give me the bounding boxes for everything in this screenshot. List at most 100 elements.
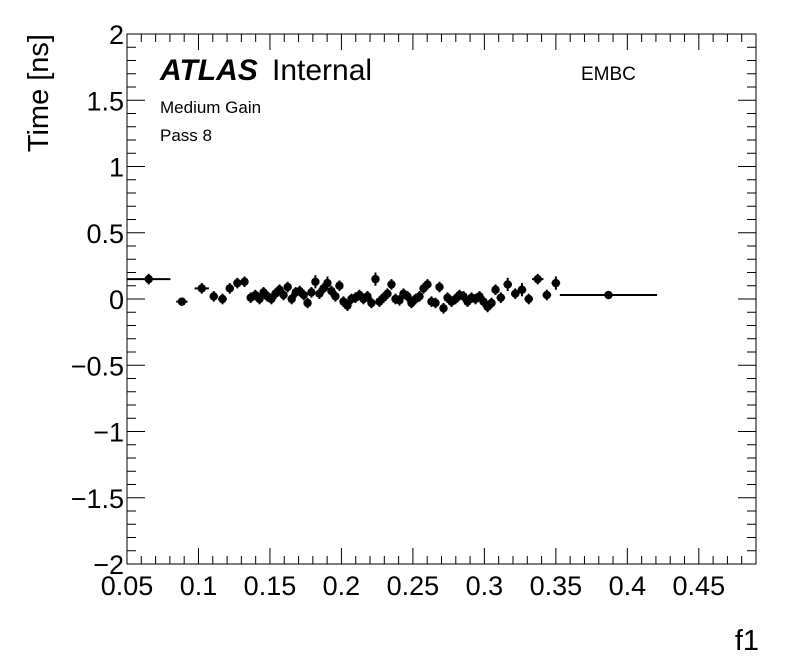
data-point xyxy=(194,283,209,294)
atlas-status-label: Internal xyxy=(272,54,372,87)
data-point xyxy=(383,288,392,299)
y-tick-label: −0.5 xyxy=(71,351,124,381)
point-marker xyxy=(335,281,344,290)
point-marker xyxy=(431,298,440,308)
point-marker xyxy=(279,290,288,300)
point-marker xyxy=(503,280,512,289)
data-point xyxy=(415,291,424,302)
gain-label: Medium Gain xyxy=(160,98,261,117)
y-tick-label: 1.5 xyxy=(86,86,124,116)
data-point xyxy=(218,293,227,305)
y-tick-label: 0.5 xyxy=(86,219,124,249)
point-marker xyxy=(233,278,242,288)
point-marker xyxy=(491,285,500,294)
data-point xyxy=(559,290,658,300)
data-point xyxy=(255,293,264,305)
data-point xyxy=(323,276,332,290)
data-point xyxy=(423,279,432,290)
x-tick-label: 0.05 xyxy=(101,571,154,601)
x-tick-label: 0.15 xyxy=(244,571,297,601)
data-point xyxy=(127,273,171,285)
point-marker xyxy=(439,304,448,313)
data-point xyxy=(363,291,372,302)
point-marker xyxy=(496,293,506,302)
data-point xyxy=(517,283,527,297)
x-tick-label: 0.45 xyxy=(673,571,726,601)
x-tick-label: 0.2 xyxy=(323,571,361,601)
x-tick-label: 0.4 xyxy=(609,571,647,601)
data-point xyxy=(307,287,316,298)
point-marker xyxy=(395,296,404,305)
data-point xyxy=(491,284,500,296)
data-point xyxy=(403,291,412,302)
data-point xyxy=(431,297,440,309)
y-tick-label: −2 xyxy=(93,550,124,580)
data-point xyxy=(503,277,512,292)
point-marker xyxy=(415,292,424,301)
data-point xyxy=(551,276,561,290)
data-point xyxy=(439,302,448,314)
tick-marks xyxy=(126,33,757,565)
point-marker xyxy=(511,289,520,298)
point-marker xyxy=(343,301,352,310)
data-point xyxy=(303,297,312,309)
y-tick-label: 2 xyxy=(109,20,124,50)
point-marker xyxy=(371,274,380,284)
point-marker xyxy=(363,292,372,301)
x-tick-label: 0.1 xyxy=(180,571,218,601)
point-marker xyxy=(299,290,308,300)
point-marker xyxy=(218,294,227,304)
point-marker xyxy=(487,298,496,308)
x-tick-label: 0.35 xyxy=(530,571,583,601)
data-point xyxy=(225,283,235,294)
data-point xyxy=(371,272,380,286)
data-points xyxy=(127,272,658,314)
pass-label: Pass 8 xyxy=(160,126,212,145)
data-point xyxy=(531,273,544,285)
data-point xyxy=(299,289,308,301)
data-point xyxy=(335,280,344,292)
point-marker xyxy=(383,289,392,298)
point-marker xyxy=(240,277,249,286)
point-marker xyxy=(542,290,552,300)
point-marker xyxy=(367,298,376,308)
point-marker xyxy=(144,274,153,284)
data-point xyxy=(387,279,396,290)
point-marker xyxy=(209,292,218,301)
data-point xyxy=(283,281,292,293)
point-marker xyxy=(423,280,432,289)
point-marker xyxy=(533,274,542,284)
data-point xyxy=(487,297,496,309)
point-marker xyxy=(225,284,234,293)
y-tick-label: 0 xyxy=(109,285,124,315)
data-point xyxy=(496,292,506,303)
point-marker xyxy=(323,278,332,288)
point-marker xyxy=(387,280,396,289)
atlas-label: ATLAS xyxy=(159,54,258,87)
data-point xyxy=(287,293,296,305)
x-tick-label: 0.3 xyxy=(466,571,504,601)
data-point xyxy=(209,291,219,302)
data-point xyxy=(331,291,340,302)
point-marker xyxy=(255,294,264,304)
point-marker xyxy=(303,298,312,308)
data-point xyxy=(176,297,188,306)
region-label: EMBC xyxy=(581,64,636,85)
point-marker xyxy=(517,285,527,294)
point-marker xyxy=(283,282,292,292)
data-point xyxy=(343,300,352,311)
data-point xyxy=(279,289,288,301)
y-tick-label: −1.5 xyxy=(71,484,124,514)
data-point xyxy=(240,276,249,288)
data-point xyxy=(233,277,242,289)
y-axis-title: Time [ns] xyxy=(23,34,55,152)
point-marker xyxy=(287,294,296,304)
data-point xyxy=(395,295,404,306)
point-marker xyxy=(307,288,316,297)
point-marker xyxy=(524,294,533,304)
point-marker xyxy=(403,292,412,301)
point-marker xyxy=(311,277,320,286)
point-marker xyxy=(197,284,206,293)
x-tick-label: 0.25 xyxy=(387,571,440,601)
